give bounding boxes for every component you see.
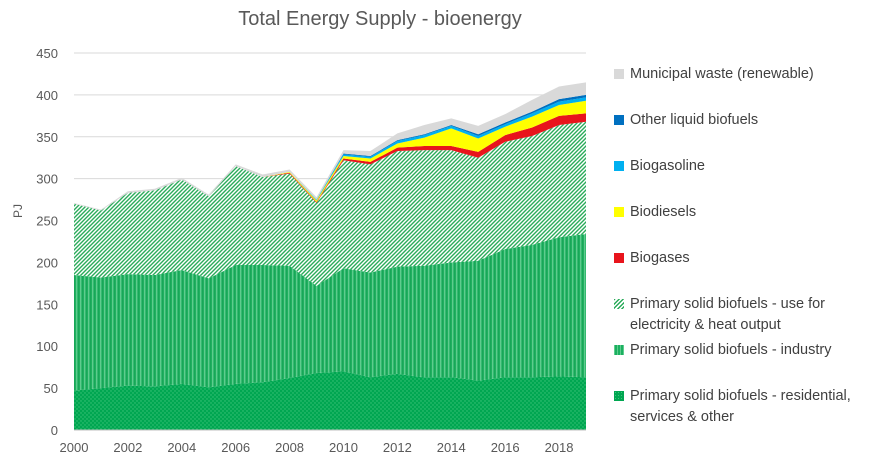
y-tick-label: 50 xyxy=(44,381,58,396)
x-tick-label: 2014 xyxy=(437,440,466,455)
legend-swatch xyxy=(614,253,624,263)
y-tick-label: 200 xyxy=(36,255,58,270)
y-axis-label: PJ xyxy=(11,204,25,218)
area-primary-solid-biofuels-industry xyxy=(74,233,586,391)
area-primary-solid-biofuels-residential-services-other xyxy=(74,371,586,430)
legend-label: Primary solid biofuels - use for electri… xyxy=(630,296,826,333)
legend-swatch xyxy=(614,161,624,171)
legend-label: Other liquid biofuels xyxy=(630,112,759,128)
x-tick-label: 2008 xyxy=(275,440,304,455)
legend-label: Primary solid biofuels - residential, se… xyxy=(630,388,851,425)
legend-label: Primary solid biofuels - industry xyxy=(630,342,832,358)
legend-item-municipal-waste-renewable: Municipal waste (renewable) xyxy=(614,64,814,85)
legend-swatch xyxy=(614,69,624,79)
y-tick-label: 150 xyxy=(36,297,58,312)
x-tick-label: 2018 xyxy=(545,440,574,455)
x-tick-label: 2010 xyxy=(329,440,358,455)
x-tick-label: 2002 xyxy=(113,440,142,455)
legend-item-biogases: Biogases xyxy=(614,248,690,269)
legend-swatch xyxy=(614,115,624,125)
y-tick-label: 300 xyxy=(36,172,58,187)
legend-label: Biogasoline xyxy=(630,158,705,174)
legend-swatch xyxy=(614,207,624,217)
chart-title: Total Energy Supply - bioenergy xyxy=(238,8,522,30)
x-tick-label: 2000 xyxy=(60,440,89,455)
legend-swatch xyxy=(614,391,624,401)
y-tick-label: 400 xyxy=(36,88,58,103)
legend-label: Biodiesels xyxy=(630,204,697,220)
y-tick-label: 0 xyxy=(51,423,58,438)
y-tick-label: 100 xyxy=(36,339,58,354)
legend-item-primary-solid-biofuels-residential-services-other: Primary solid biofuels - residential, se… xyxy=(614,386,884,428)
y-tick-label: 450 xyxy=(36,46,58,61)
x-tick-label: 2012 xyxy=(383,440,412,455)
legend-item-primary-solid-biofuels-use-for-electricity-heat-output: Primary solid biofuels - use for electri… xyxy=(614,294,884,336)
legend-swatch xyxy=(614,345,624,355)
x-tick-label: 2004 xyxy=(167,440,196,455)
area-series xyxy=(74,82,586,430)
legend-item-other-liquid-biofuels: Other liquid biofuels xyxy=(614,110,758,131)
axes: 0 50 100 150 200 250 300 350 400 450 2000 2002 2004 2… xyxy=(36,46,586,455)
x-tick-label: 2006 xyxy=(221,440,250,455)
y-tick-label: 350 xyxy=(36,130,58,145)
y-tick-label: 250 xyxy=(36,214,58,229)
legend-swatch xyxy=(614,299,624,309)
legend-label: Municipal waste (renewable) xyxy=(630,66,814,82)
legend-item-biodiesels: Biodiesels xyxy=(614,202,696,223)
area-primary-solid-biofuels-use-for-electricity-heat-output xyxy=(74,121,586,286)
legend-label: Biogases xyxy=(630,250,690,266)
legend-item-primary-solid-biofuels-industry: Primary solid biofuels - industry xyxy=(614,340,831,361)
legend-item-biogasoline: Biogasoline xyxy=(614,156,705,177)
x-tick-label: 2016 xyxy=(491,440,520,455)
